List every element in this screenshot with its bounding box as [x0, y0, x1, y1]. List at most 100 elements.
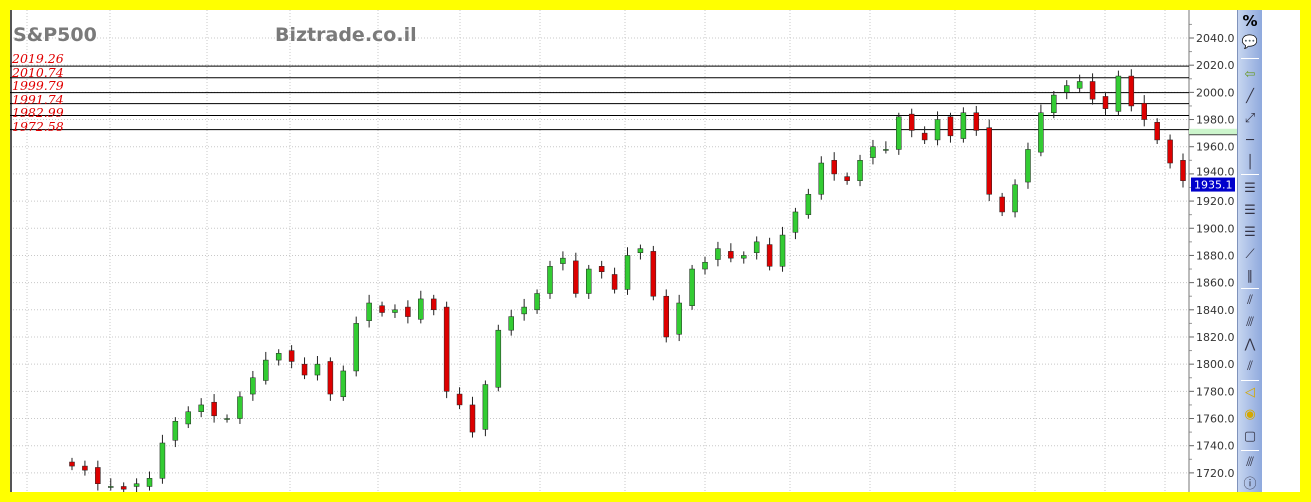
candle-body — [82, 465, 88, 471]
ray-line-icon[interactable]: ⤢ — [1244, 111, 1256, 126]
candlestick-chart[interactable]: 1720.0 1740.0 1760.0 1780.0 1800.0 1820.0 1840… — [10, 10, 1237, 492]
candle-body — [702, 261, 708, 270]
fib-extension-icon[interactable]: ☰ — [1244, 225, 1256, 240]
gann-icon[interactable]: ⫻ — [1246, 455, 1254, 470]
candle-body — [263, 359, 269, 381]
chart-frame: 1720.0 1740.0 1760.0 1780.0 1800.0 1820.0 1840… — [10, 10, 1300, 492]
candle-body — [340, 370, 347, 398]
level-label: 1972.58 — [12, 118, 64, 134]
candle-body — [1012, 184, 1018, 213]
candle-body — [1128, 75, 1135, 107]
channel-2-icon[interactable]: ⫽ — [1247, 359, 1253, 374]
candle-body — [792, 211, 799, 233]
candle-body — [973, 112, 980, 131]
fib-retracement-icon[interactable]: ☰ — [1244, 181, 1256, 196]
back-arrow-icon[interactable]: ⇦ — [1244, 67, 1256, 82]
candle-body — [870, 146, 876, 158]
fib-fan-icon[interactable]: ⟋ — [1245, 247, 1255, 262]
candle-body — [560, 257, 566, 264]
symbol-title: S&P500 — [13, 24, 97, 46]
candle-body — [896, 116, 902, 150]
y-tick-label: 1880.0 — [1196, 249, 1235, 262]
fib-time-icon[interactable]: ∥ — [1246, 269, 1254, 284]
candle-body — [366, 302, 372, 321]
candle-body — [934, 119, 941, 141]
level-label: 1999.79 — [12, 78, 64, 94]
candle-body — [960, 112, 967, 139]
candle-body — [921, 132, 928, 141]
y-tick-label: 1720.0 — [1196, 467, 1235, 480]
candle-body — [663, 295, 670, 338]
candle-body — [676, 302, 682, 335]
candle-body — [120, 486, 127, 490]
candle-body — [818, 162, 825, 195]
candle-body — [185, 411, 192, 425]
comment-icon[interactable]: 💬 — [1241, 35, 1259, 50]
candle-body — [1051, 94, 1057, 113]
candle-body — [1180, 160, 1186, 181]
candle-body — [947, 116, 954, 137]
candle-body — [237, 396, 243, 419]
candle-body — [430, 298, 437, 311]
circle-icon[interactable]: ◉ — [1244, 407, 1256, 422]
candle-body — [573, 260, 579, 294]
price-marker — [1189, 128, 1237, 135]
toolbar-separator — [1241, 58, 1259, 59]
candle-body — [1115, 75, 1122, 112]
candle-body — [805, 194, 812, 215]
candle-body — [637, 248, 644, 253]
candle-body — [689, 268, 695, 306]
info-icon[interactable]: ⓘ — [1243, 477, 1257, 492]
y-tick-label: 1760.0 — [1196, 413, 1235, 426]
candle-body — [1154, 122, 1160, 141]
y-tick-label: 2020.0 — [1196, 59, 1235, 72]
trendline-icon[interactable]: ╱ — [1246, 89, 1254, 104]
candle-body — [250, 377, 256, 395]
candle-body — [172, 420, 179, 441]
candle-body — [766, 244, 773, 267]
y-tick-label: 1900.0 — [1196, 222, 1235, 235]
percent-icon[interactable]: % — [1242, 12, 1258, 30]
y-tick-label: 1800.0 — [1196, 358, 1235, 371]
candle-body — [1089, 81, 1096, 100]
candle-body — [108, 486, 114, 488]
candle-body — [288, 350, 295, 362]
y-tick-label: 1860.0 — [1196, 277, 1235, 290]
toolbar-separator — [1241, 380, 1259, 381]
candle-body — [353, 323, 359, 372]
candle-body — [715, 248, 721, 260]
candle-body — [1063, 85, 1070, 93]
horizontal-line-icon[interactable]: ─ — [1246, 133, 1254, 148]
candle-body — [95, 467, 101, 485]
y-tick-label: 1980.0 — [1196, 114, 1235, 127]
y-tick-label: 1940.0 — [1196, 166, 1235, 179]
level-label: 1991.74 — [12, 91, 64, 107]
candle-body — [547, 266, 553, 294]
candle-body — [650, 251, 657, 297]
level-label: 2010.74 — [12, 64, 64, 80]
candle-body — [1102, 96, 1109, 109]
level-label: 1982.99 — [12, 105, 64, 121]
candle-body — [741, 255, 747, 259]
candle-body — [598, 266, 605, 272]
candle-body — [314, 363, 321, 376]
candle-body — [392, 309, 398, 313]
candle-body — [327, 361, 334, 395]
candle-body — [844, 176, 850, 181]
candle-body — [1025, 149, 1031, 183]
triangle-icon[interactable]: ◁ — [1245, 385, 1255, 400]
pivot-icon[interactable]: ☰ — [1244, 203, 1256, 218]
parallel-lines-icon[interactable]: ⫻ — [1246, 315, 1254, 330]
candle-body — [624, 255, 631, 290]
y-tick-label: 1840.0 — [1196, 304, 1235, 317]
candle-body — [301, 363, 308, 376]
candle-body — [728, 251, 734, 259]
andrews-pitchfork-icon[interactable]: ⋀ — [1244, 337, 1256, 352]
vertical-line-icon[interactable]: │ — [1246, 155, 1254, 170]
channel-icon[interactable]: ⫽ — [1247, 293, 1253, 308]
y-tick-label: 2000.0 — [1196, 86, 1235, 99]
y-tick-label: 1960.0 — [1196, 141, 1235, 154]
candle-body — [779, 234, 786, 267]
rectangle-icon[interactable]: ▢ — [1243, 429, 1257, 444]
candle-body — [521, 306, 527, 315]
